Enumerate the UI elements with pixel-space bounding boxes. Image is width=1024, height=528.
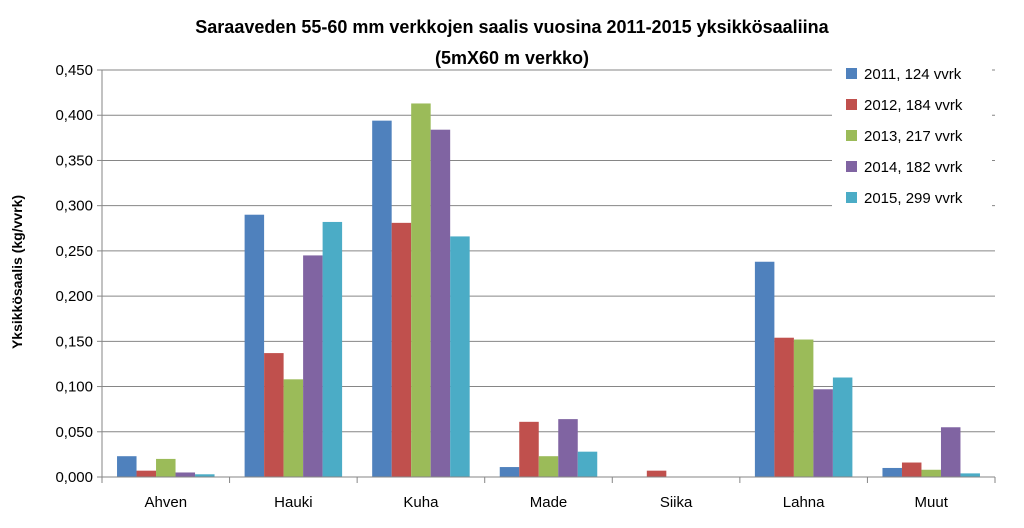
bars (117, 103, 980, 477)
x-tick-label: Made (530, 494, 568, 511)
bar (901, 462, 922, 477)
bar (813, 389, 833, 477)
bar (774, 337, 794, 477)
bar (832, 377, 853, 477)
x-tick-label: Hauki (274, 494, 312, 511)
bar (754, 261, 775, 477)
bar (136, 470, 157, 477)
y-tick-label: 0,350 (55, 152, 93, 169)
bar (793, 339, 814, 477)
bar (283, 379, 304, 477)
legend-label: 2011, 124 vvrk (864, 66, 962, 83)
legend-swatch (846, 192, 857, 203)
bar (430, 129, 451, 477)
bar (411, 103, 431, 477)
chart-title-line1: Saraaveden 55-60 mm verkkojen saalis vuo… (195, 17, 829, 37)
y-tick-label: 0,150 (55, 333, 93, 350)
bar (538, 456, 559, 477)
bar (499, 467, 520, 477)
bar (175, 472, 196, 477)
bar (577, 451, 598, 477)
bar (882, 467, 902, 477)
legend-label: 2012, 184 vvrk (864, 97, 963, 114)
legend-label: 2015, 299 vvrk (864, 190, 963, 207)
y-tick-label: 0,200 (55, 288, 93, 305)
y-axis-label: Yksikkösaalis (kg/vvrk) (9, 195, 25, 349)
bar (195, 474, 215, 477)
bar (960, 473, 980, 477)
legend-swatch (846, 99, 857, 110)
bar (646, 470, 667, 477)
x-tick-label: Muut (915, 494, 949, 511)
legend-swatch (846, 68, 857, 79)
bar (322, 221, 343, 477)
bar (303, 255, 323, 477)
bar (921, 469, 941, 477)
chart-title-line2: (5mX60 m verkko) (435, 48, 589, 68)
bar (519, 421, 539, 477)
legend-swatch (846, 130, 857, 141)
legend-label: 2014, 182 vvrk (864, 159, 963, 176)
y-tick-label: 0,250 (55, 243, 93, 260)
bar (391, 222, 412, 477)
bar (450, 236, 470, 477)
bar (264, 353, 284, 477)
y-tick-label: 0,050 (55, 424, 93, 441)
bar (558, 419, 578, 477)
y-tick-label: 0,450 (55, 62, 93, 79)
bar (372, 120, 392, 477)
x-tick-label: Siika (660, 494, 693, 511)
x-tick-label: Lahna (783, 494, 825, 511)
legend-swatch (846, 161, 857, 172)
y-tick-label: 0,100 (55, 379, 93, 396)
y-tick-label: 0,000 (55, 469, 93, 486)
bar (940, 427, 961, 477)
x-tick-label: Ahven (145, 494, 188, 511)
y-tick-label: 0,300 (55, 198, 93, 215)
legend-label: 2013, 217 vvrk (864, 128, 963, 145)
y-tick-label: 0,400 (55, 107, 93, 124)
legend-box (832, 58, 992, 221)
axes: 0,000 0,050 0,100 0,150 0,200 0,250 0,300 0,350… (55, 62, 996, 511)
x-tick-label: Kuha (403, 494, 439, 511)
bar (244, 214, 265, 477)
bar (156, 458, 176, 477)
bar (117, 456, 137, 477)
legend: 2011, 124 vvrk 2012, 184 vvrk 2013, 217 vv… (832, 58, 992, 221)
